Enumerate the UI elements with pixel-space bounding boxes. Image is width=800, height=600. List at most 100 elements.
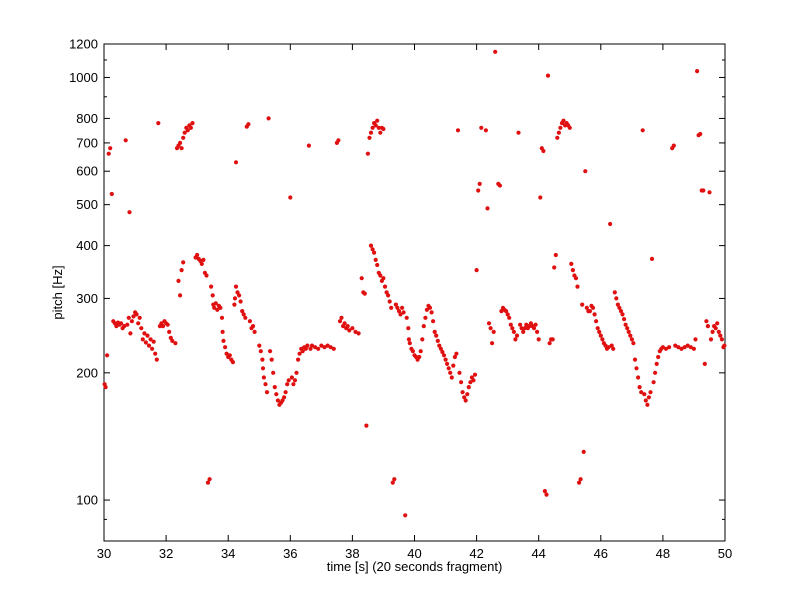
data-point	[280, 398, 285, 403]
data-point	[511, 329, 516, 334]
data-point	[713, 326, 718, 331]
data-point	[297, 351, 302, 356]
data-point	[608, 221, 613, 227]
data-point	[656, 354, 661, 360]
data-point	[418, 349, 423, 354]
data-point	[547, 341, 552, 346]
data-point	[146, 343, 152, 348]
data-point	[486, 321, 492, 326]
data-point	[421, 324, 426, 329]
data-point	[145, 333, 150, 338]
data-point	[671, 143, 676, 148]
data-point	[269, 357, 274, 362]
data-point	[462, 395, 467, 400]
data-point	[260, 366, 266, 371]
data-point	[434, 333, 439, 338]
data-point	[519, 326, 524, 331]
data-point	[716, 329, 721, 334]
data-point	[387, 299, 392, 304]
data-point	[401, 310, 406, 315]
data-point	[718, 333, 723, 338]
data-point	[423, 315, 428, 320]
data-point	[622, 317, 627, 322]
axes: 30 32 34 36 38 40 42 44 46 48 50 100 200 300 400 500 600…	[69, 37, 732, 562]
data-point	[445, 361, 450, 366]
x-tick-label: 32	[159, 546, 173, 561]
data-point	[466, 385, 471, 390]
data-point	[600, 337, 605, 342]
data-point	[359, 276, 364, 281]
data-point	[688, 345, 693, 350]
data-point	[578, 477, 583, 482]
data-point	[682, 345, 687, 350]
data-point	[620, 312, 625, 317]
data-point	[125, 322, 130, 327]
data-point	[108, 146, 113, 151]
data-point	[626, 329, 631, 334]
x-tick-label: 38	[345, 546, 359, 561]
data-point	[268, 349, 273, 354]
data-point	[182, 130, 187, 135]
data-point	[367, 135, 372, 140]
data-point	[309, 343, 315, 348]
data-point	[541, 148, 546, 154]
data-point	[143, 340, 148, 345]
data-point	[440, 349, 445, 355]
x-axis-label: time [s] (20 seconds fragment)	[327, 559, 503, 574]
data-point	[491, 329, 496, 334]
data-point	[165, 322, 170, 327]
data-points	[102, 49, 727, 518]
data-point	[438, 346, 443, 351]
data-point	[178, 140, 183, 145]
x-tick-label: 42	[469, 546, 483, 561]
data-point	[685, 343, 690, 348]
data-point	[218, 305, 223, 310]
data-point	[373, 123, 378, 128]
data-point	[611, 346, 616, 351]
data-point	[204, 273, 209, 278]
data-point	[648, 390, 653, 395]
data-point	[483, 128, 488, 133]
data-point	[460, 390, 465, 395]
data-point	[552, 265, 557, 270]
data-point	[432, 329, 437, 334]
x-tick-label: 46	[594, 546, 608, 561]
data-point	[465, 392, 470, 397]
data-point	[555, 135, 560, 140]
data-point	[246, 122, 251, 127]
x-tick-label: 48	[656, 546, 670, 561]
data-point	[316, 346, 321, 351]
data-point	[646, 395, 652, 400]
data-point	[691, 346, 697, 351]
data-point	[695, 69, 700, 74]
data-point	[151, 339, 156, 344]
data-point	[325, 343, 330, 348]
data-point	[702, 361, 707, 366]
data-point	[660, 345, 666, 350]
data-point	[381, 126, 386, 132]
data-point	[294, 370, 299, 375]
data-point	[303, 346, 308, 351]
data-point	[545, 73, 551, 78]
data-point	[642, 392, 647, 397]
data-point	[119, 321, 124, 326]
data-point	[176, 278, 181, 283]
data-point	[271, 370, 276, 375]
data-point	[710, 329, 715, 334]
data-point	[629, 337, 635, 342]
data-point	[636, 375, 641, 380]
data-point	[370, 125, 375, 130]
data-point	[603, 343, 608, 348]
data-point	[350, 326, 355, 331]
data-point	[221, 338, 226, 343]
data-point	[508, 322, 513, 327]
data-point	[392, 477, 397, 482]
data-point	[289, 375, 294, 380]
data-point	[209, 284, 214, 289]
data-point	[126, 315, 131, 320]
data-point	[649, 256, 655, 261]
data-point	[395, 305, 400, 310]
y-tick-label: 400	[76, 238, 98, 253]
data-point	[595, 326, 600, 331]
data-point	[637, 385, 642, 390]
